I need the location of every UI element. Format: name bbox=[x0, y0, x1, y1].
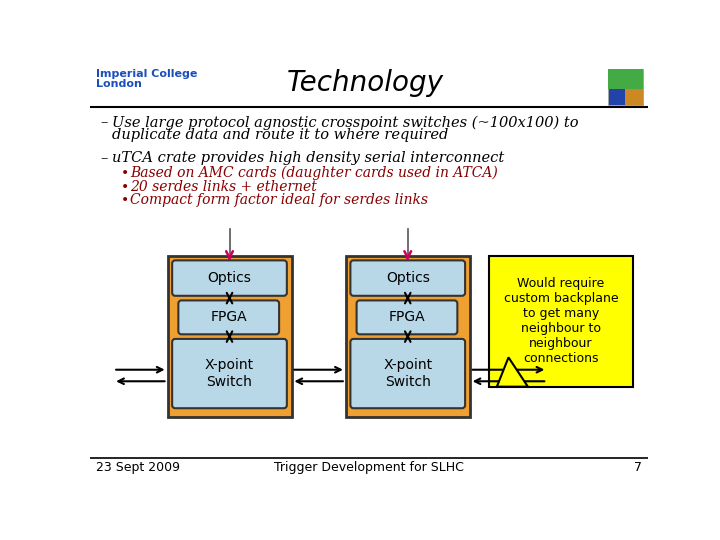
Text: 23 Sept 2009: 23 Sept 2009 bbox=[96, 461, 180, 474]
Text: Technology: Technology bbox=[287, 69, 444, 97]
Text: duplicate data and route it to where required: duplicate data and route it to where req… bbox=[112, 128, 448, 142]
Text: •: • bbox=[121, 179, 130, 193]
Text: Would require
custom backplane
to get many
neighbour to
neighbour
connections: Would require custom backplane to get ma… bbox=[503, 277, 618, 365]
Text: 7: 7 bbox=[634, 461, 642, 474]
Text: Optics: Optics bbox=[207, 271, 251, 285]
Text: London: London bbox=[96, 79, 142, 89]
FancyBboxPatch shape bbox=[356, 300, 457, 334]
FancyBboxPatch shape bbox=[172, 260, 287, 296]
Text: FPGA: FPGA bbox=[210, 310, 247, 325]
Text: Compact form factor ideal for serdes links: Compact form factor ideal for serdes lin… bbox=[130, 193, 428, 207]
FancyBboxPatch shape bbox=[172, 339, 287, 408]
FancyBboxPatch shape bbox=[346, 256, 469, 417]
FancyBboxPatch shape bbox=[608, 70, 644, 105]
Polygon shape bbox=[497, 357, 528, 387]
Text: Trigger Development for SLHC: Trigger Development for SLHC bbox=[274, 461, 464, 474]
Text: X-point
Switch: X-point Switch bbox=[383, 359, 432, 389]
Text: Imperial College: Imperial College bbox=[96, 70, 197, 79]
FancyBboxPatch shape bbox=[168, 256, 292, 417]
Text: Based on AMC cards (daughter cards used in ATCA): Based on AMC cards (daughter cards used … bbox=[130, 166, 498, 180]
FancyBboxPatch shape bbox=[609, 90, 625, 105]
FancyBboxPatch shape bbox=[351, 260, 465, 296]
Text: –: – bbox=[101, 116, 108, 130]
Text: uTCA crate provides high density serial interconnect: uTCA crate provides high density serial … bbox=[112, 151, 504, 165]
FancyBboxPatch shape bbox=[351, 339, 465, 408]
Text: –: – bbox=[101, 151, 108, 165]
Text: 20 serdes links + ethernet: 20 serdes links + ethernet bbox=[130, 179, 318, 193]
Text: X-point
Switch: X-point Switch bbox=[205, 359, 254, 389]
FancyBboxPatch shape bbox=[179, 300, 279, 334]
FancyBboxPatch shape bbox=[625, 90, 644, 105]
FancyBboxPatch shape bbox=[489, 256, 632, 387]
Text: FPGA: FPGA bbox=[389, 310, 426, 325]
Text: Use large protocol agnostic crosspoint switches (~100x100) to: Use large protocol agnostic crosspoint s… bbox=[112, 116, 578, 130]
Text: •: • bbox=[121, 166, 130, 180]
Text: Optics: Optics bbox=[386, 271, 430, 285]
FancyBboxPatch shape bbox=[608, 70, 644, 90]
Text: •: • bbox=[121, 193, 130, 207]
